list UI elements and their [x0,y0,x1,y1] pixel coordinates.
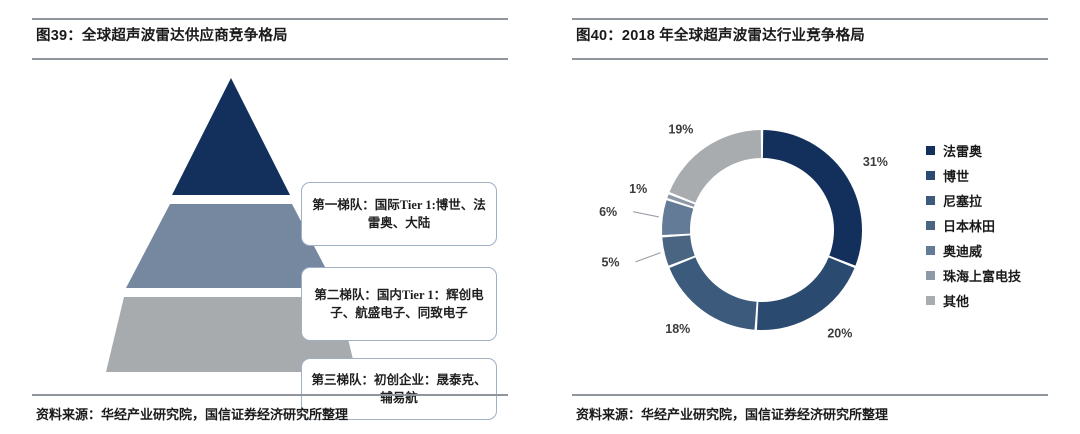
donut-slice [662,200,694,236]
donut-value-labels: 31% 20% 18% 5% 6% 1% 19% [599,123,888,341]
pyramid-tier-2-label-box: 第二梯队：国内Tier 1：辉创电子、航盛电子、同致电子 [301,267,497,341]
donut-legend: 法雷奥博世尼塞拉日本林田奥迪威珠海上富电技 其他 [926,138,1076,313]
pyramid-diagram: 第一梯队：国际Tier 1:博世、法雷奥、大陆 第二梯队：国内Tier 1：辉创… [0,60,540,420]
legend-item[interactable]: 奥迪威 [926,238,1076,263]
donut-leader-line [633,211,659,218]
legend-item[interactable]: 博世 [926,163,1076,188]
legend-item-label: 其他 [943,294,970,309]
figure-panel-39: 图39：全球超声波雷达供应商竞争格局 第一梯队：国际Tier 1:博世、法雷奥、… [0,18,540,422]
donut-value-label: 19% [668,123,693,137]
donut-value-label: 1% [629,182,647,196]
donut-value-label: 5% [601,255,619,269]
figure-40-source: 资料来源：华经产业研究院，国信证券经济研究所整理 [576,407,889,422]
legend-item[interactable]: 日本林田 [926,213,1076,238]
donut-slice [662,235,695,266]
donut-chart: 31% 20% 18% 5% 6% 1% 19% 法雷奥博世尼塞拉日本林田奥迪威珠海上富电技… [540,60,1080,390]
donut-chart-svg: 31% 20% 18% 5% 6% 1% 19% [599,123,888,341]
donut-slice [756,257,855,330]
donut-slice [669,257,757,330]
legend-item-label: 尼塞拉 [943,194,983,209]
donut-value-label: 31% [863,155,888,169]
panel-title-rule [572,58,1048,60]
figure-39-source: 资料来源：华经产业研究院，国信证券经济研究所整理 [36,407,349,422]
legend-item-label: 珠海上富电技 [943,269,1022,284]
figure-39-title: 图39：全球超声波雷达供应商竞争格局 [36,28,288,44]
pyramid-tier-1-text: 第一梯队：国际Tier 1:博世、法雷奥、大陆 [312,197,486,230]
legend-item[interactable]: 其他 [926,288,1076,313]
figure-panel-40: 图40：2018 年全球超声波雷达行业竞争格局 31% 20% 18% 5% 6% 1% 1… [540,0,1080,434]
donut-slice-group [662,130,862,330]
legend-item-label: 日本林田 [943,219,996,234]
panel-top-rule [572,18,1048,20]
legend-item-label: 法雷奥 [943,144,983,159]
pyramid-tier-1-shape [172,78,290,195]
legend-item-label: 博世 [943,169,970,184]
legend-swatch-icon [926,196,935,205]
legend-swatch-icon [926,296,935,305]
legend-swatch-icon [926,221,935,230]
panel-bottom-rule [32,394,508,396]
figure-40-title: 图40：2018 年全球超声波雷达行业竞争格局 [576,28,866,44]
donut-value-label: 20% [827,327,852,341]
donut-value-label: 6% [599,205,617,219]
pyramid-tier-3-shape [106,297,356,372]
legend-item[interactable]: 珠海上富电技 [926,263,1076,288]
pyramid-tier-3-text: 第三梯队：初创企业：晟泰克、辅易航 [311,372,487,405]
legend-swatch-icon [926,271,935,280]
pyramid-tier-2-shape [126,204,336,288]
pyramid-svg [106,78,356,372]
pyramid-tier-2-text: 第二梯队：国内Tier 1：辉创电子、航盛电子、同致电子 [314,287,484,320]
panel-top-rule [32,18,508,20]
donut-slice [669,130,762,203]
donut-slice [667,194,695,207]
legend-item[interactable]: 尼塞拉 [926,188,1076,213]
legend-swatch-icon [926,171,935,180]
legend-swatch-icon [926,146,935,155]
legend-swatch-icon [926,246,935,255]
donut-slice [762,130,862,266]
donut-value-label: 18% [665,322,690,336]
panel-bottom-rule [572,394,1048,396]
pyramid-tier-1-label-box: 第一梯队：国际Tier 1:博世、法雷奥、大陆 [301,182,497,246]
panel-title-rule [32,58,508,60]
legend-item-label: 奥迪威 [943,244,983,259]
legend-item[interactable]: 法雷奥 [926,138,1076,163]
donut-leader-line [635,252,661,263]
donut-leader-lines [633,211,661,263]
